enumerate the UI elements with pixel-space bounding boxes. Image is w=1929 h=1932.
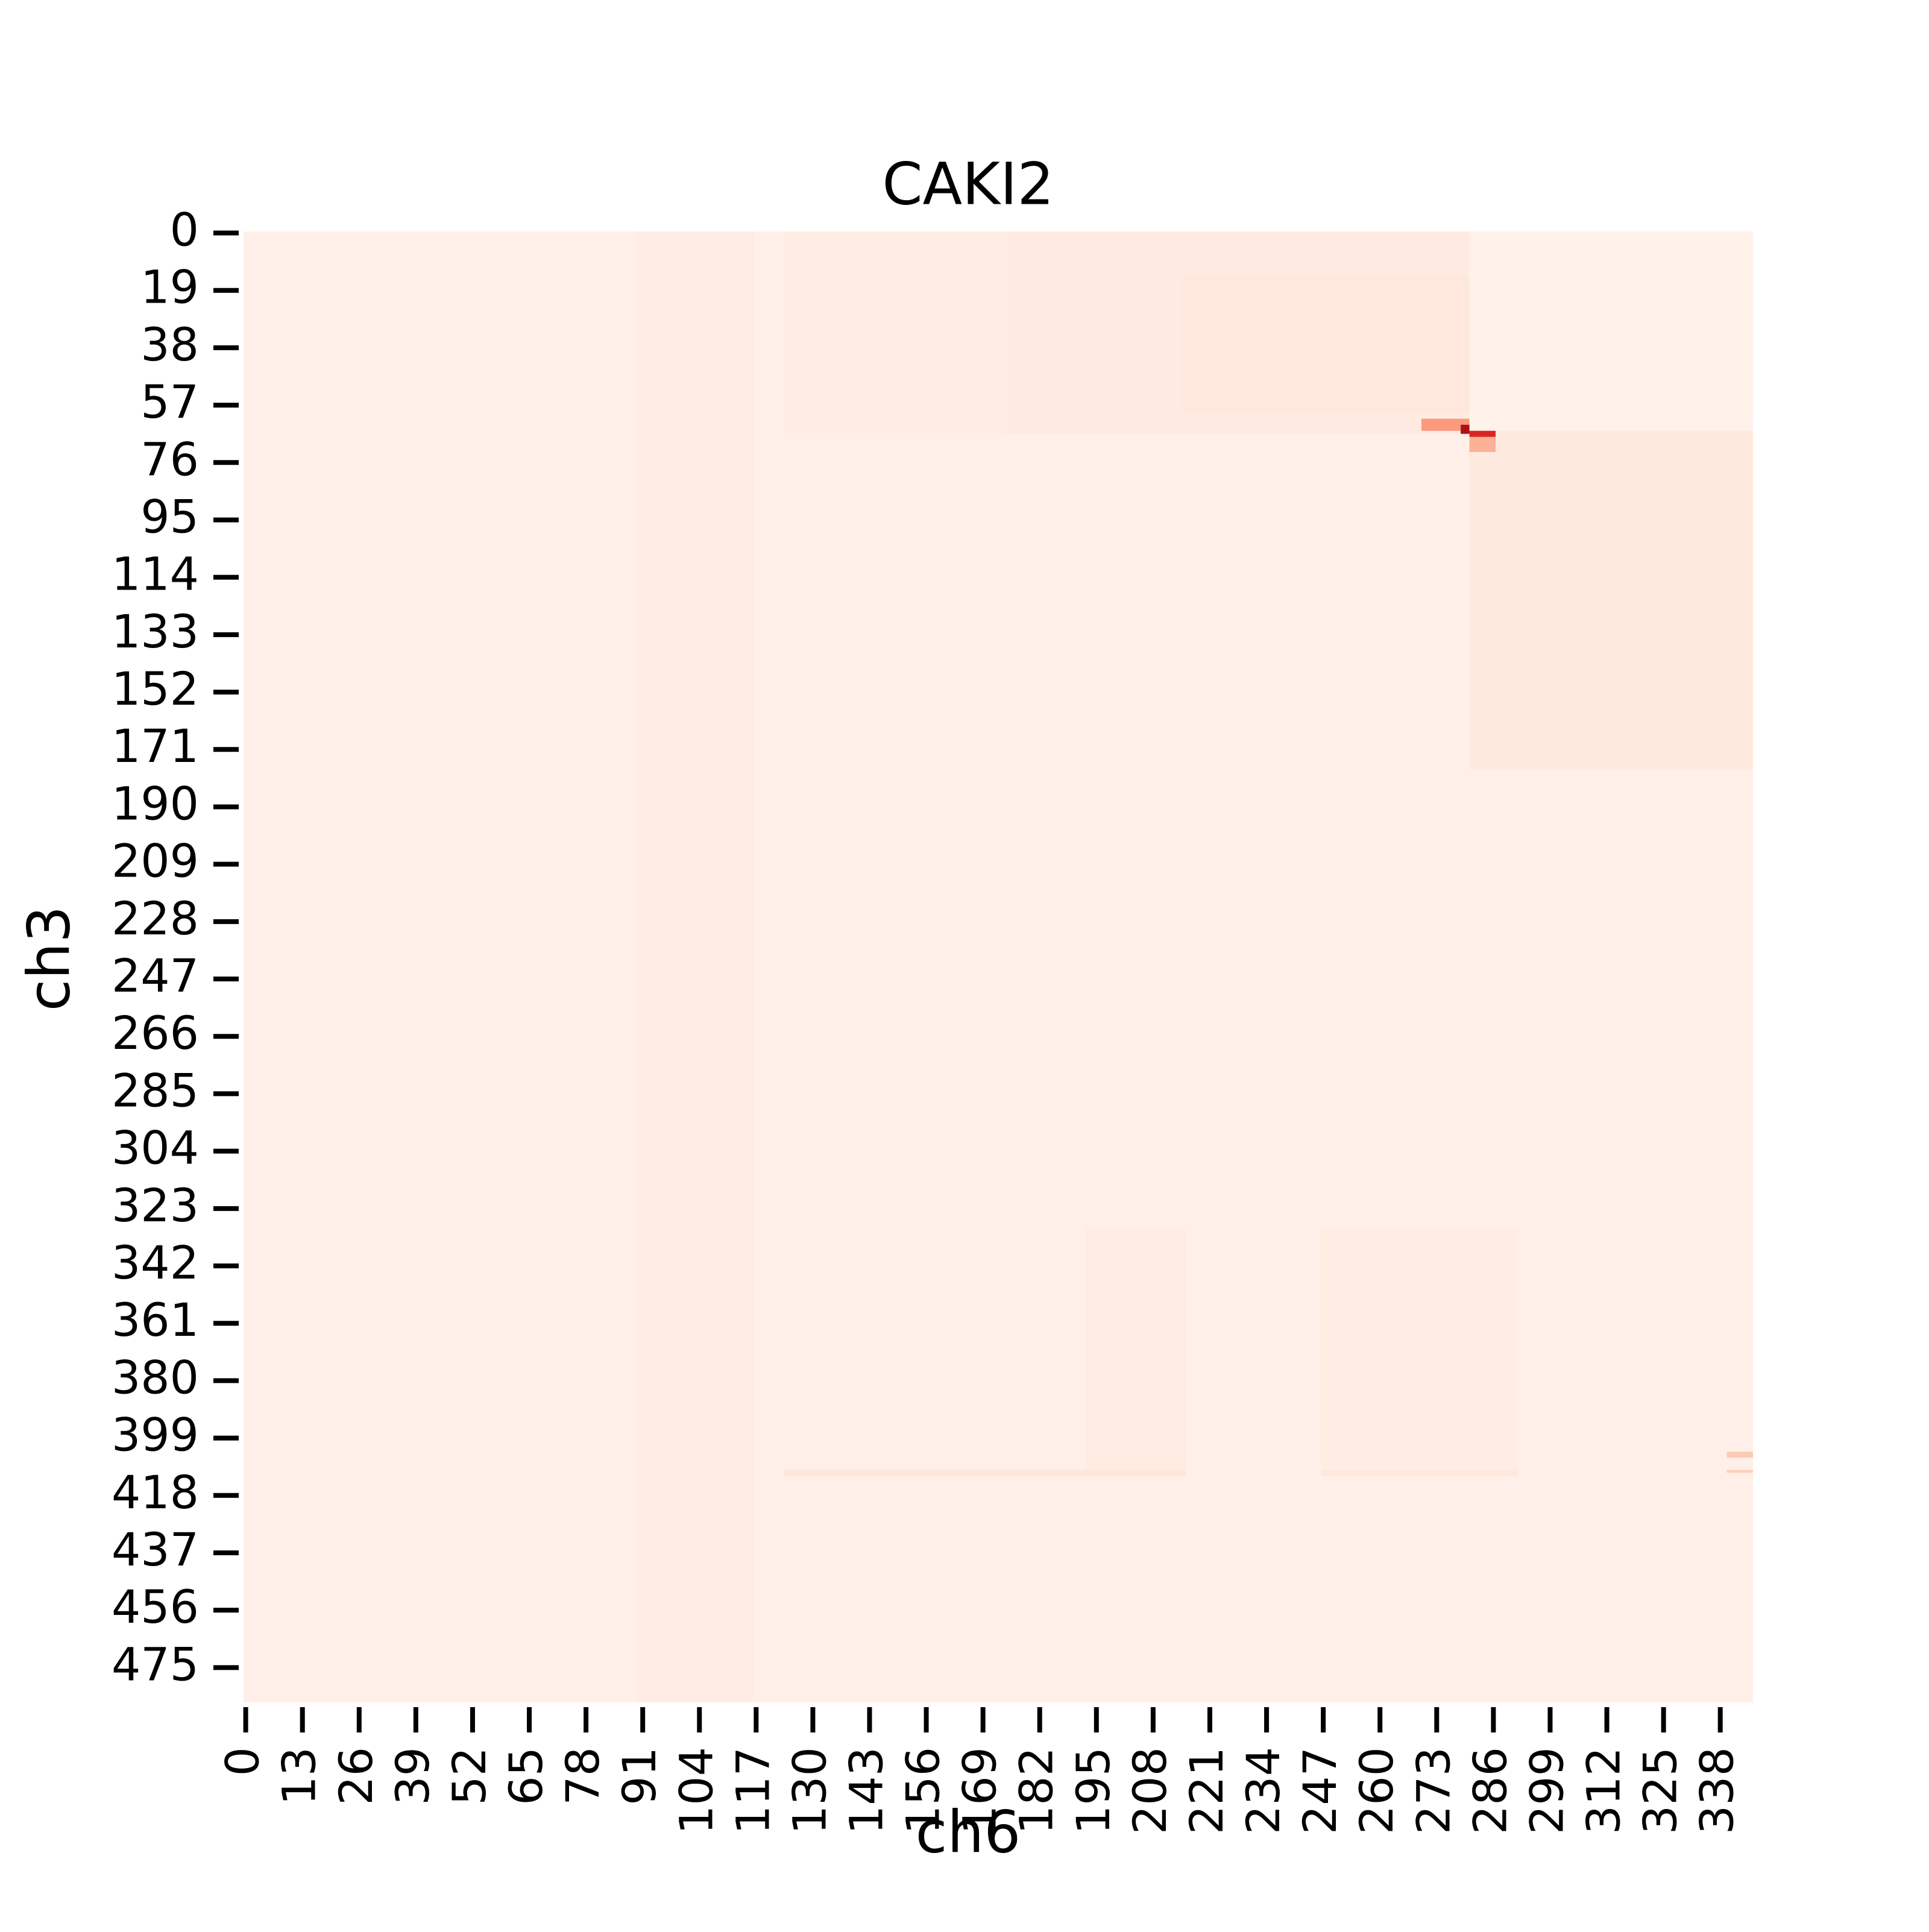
heatmap-region-12 (1726, 1452, 1753, 1458)
y-tick-label-266: 266 (112, 1006, 199, 1060)
x-tick-label-234: 234 (1236, 1747, 1290, 1834)
x-tick-label-104: 104 (669, 1747, 723, 1834)
y-tick-label-399: 399 (112, 1408, 199, 1462)
heatmap-region-16 (1461, 424, 1470, 434)
y-tick-label-361: 361 (112, 1293, 199, 1347)
x-tick-label-221: 221 (1180, 1747, 1233, 1834)
y-tick-label-95: 95 (140, 489, 199, 543)
y-tick-label-76: 76 (140, 432, 199, 486)
heatmap-region-8 (1085, 1228, 1186, 1476)
y-tick-label-38: 38 (140, 318, 199, 371)
y-tick-label-380: 380 (112, 1350, 199, 1404)
x-axis-label: ch6 (916, 1798, 1021, 1866)
y-tick-label-475: 475 (112, 1637, 199, 1691)
y-axis-label: ch3 (15, 906, 83, 1012)
y-tick-label-19: 19 (140, 260, 199, 314)
x-tick-label-273: 273 (1406, 1747, 1460, 1834)
y-tick-label-133: 133 (112, 605, 199, 658)
heatmap-region-11 (1321, 1470, 1518, 1476)
heatmap-region-6 (1469, 430, 1753, 769)
y-tick-label-209: 209 (112, 834, 199, 888)
y-tick-label-437: 437 (112, 1523, 199, 1576)
x-axis: 0 13 26 39 52 65 78 91 104 117 130 143 156 169 182 195 2… (216, 1707, 1744, 1834)
heatmap-region-4 (1181, 277, 1470, 413)
heatmap-region-1 (636, 231, 754, 1702)
heatmap-region-10 (784, 1470, 1186, 1476)
x-tick-label-182: 182 (1010, 1747, 1063, 1834)
x-tick-label-143: 143 (839, 1747, 893, 1834)
heatmap-cells (244, 231, 1753, 1702)
heatmap-region-9 (1321, 1228, 1518, 1476)
y-tick-label-418: 418 (112, 1465, 199, 1519)
y-tick-label-0: 0 (170, 203, 199, 256)
y-tick-label-152: 152 (112, 662, 199, 716)
heatmap-region-15 (1421, 418, 1470, 431)
x-tick-label-130: 130 (782, 1747, 836, 1834)
x-tick-label-13: 13 (272, 1747, 326, 1805)
y-tick-label-114: 114 (112, 547, 199, 601)
x-tick-label-91: 91 (612, 1747, 666, 1805)
y-tick-label-456: 456 (112, 1580, 199, 1634)
x-tick-label-260: 260 (1350, 1747, 1403, 1834)
heatmap-region-5 (1469, 231, 1753, 431)
x-tick-label-78: 78 (556, 1747, 609, 1805)
y-axis: 0193857769511413315217119020922824726628… (112, 203, 239, 1691)
y-tick-label-304: 304 (112, 1121, 199, 1175)
x-tick-label-338: 338 (1690, 1747, 1744, 1834)
x-tick-label-39: 39 (386, 1747, 439, 1805)
x-tick-label-65: 65 (499, 1747, 553, 1805)
x-tick-label-195: 195 (1066, 1747, 1120, 1834)
y-tick-label-171: 171 (112, 719, 199, 773)
chart-title: CAKI2 (882, 150, 1054, 218)
y-tick-label-247: 247 (112, 949, 199, 1002)
x-tick-label-117: 117 (726, 1747, 779, 1834)
x-tick-label-0: 0 (216, 1747, 269, 1776)
x-tick-label-247: 247 (1293, 1747, 1347, 1834)
y-tick-label-228: 228 (112, 892, 199, 945)
x-tick-label-156: 156 (896, 1747, 950, 1834)
heatmap-region-13 (1726, 1470, 1753, 1473)
y-tick-label-285: 285 (112, 1063, 199, 1117)
x-tick-label-286: 286 (1463, 1747, 1517, 1834)
y-tick-label-342: 342 (112, 1236, 199, 1289)
heatmap-region-17 (1469, 430, 1496, 437)
x-tick-label-52: 52 (442, 1747, 496, 1805)
x-tick-label-169: 169 (953, 1747, 1007, 1834)
y-tick-label-57: 57 (140, 375, 199, 429)
x-tick-label-312: 312 (1577, 1747, 1631, 1834)
x-tick-label-26: 26 (329, 1747, 383, 1805)
y-tick-label-323: 323 (112, 1178, 199, 1232)
x-tick-label-208: 208 (1123, 1747, 1177, 1834)
y-tick-label-190: 190 (112, 776, 199, 830)
x-tick-label-299: 299 (1520, 1747, 1573, 1834)
x-tick-label-325: 325 (1634, 1747, 1687, 1834)
